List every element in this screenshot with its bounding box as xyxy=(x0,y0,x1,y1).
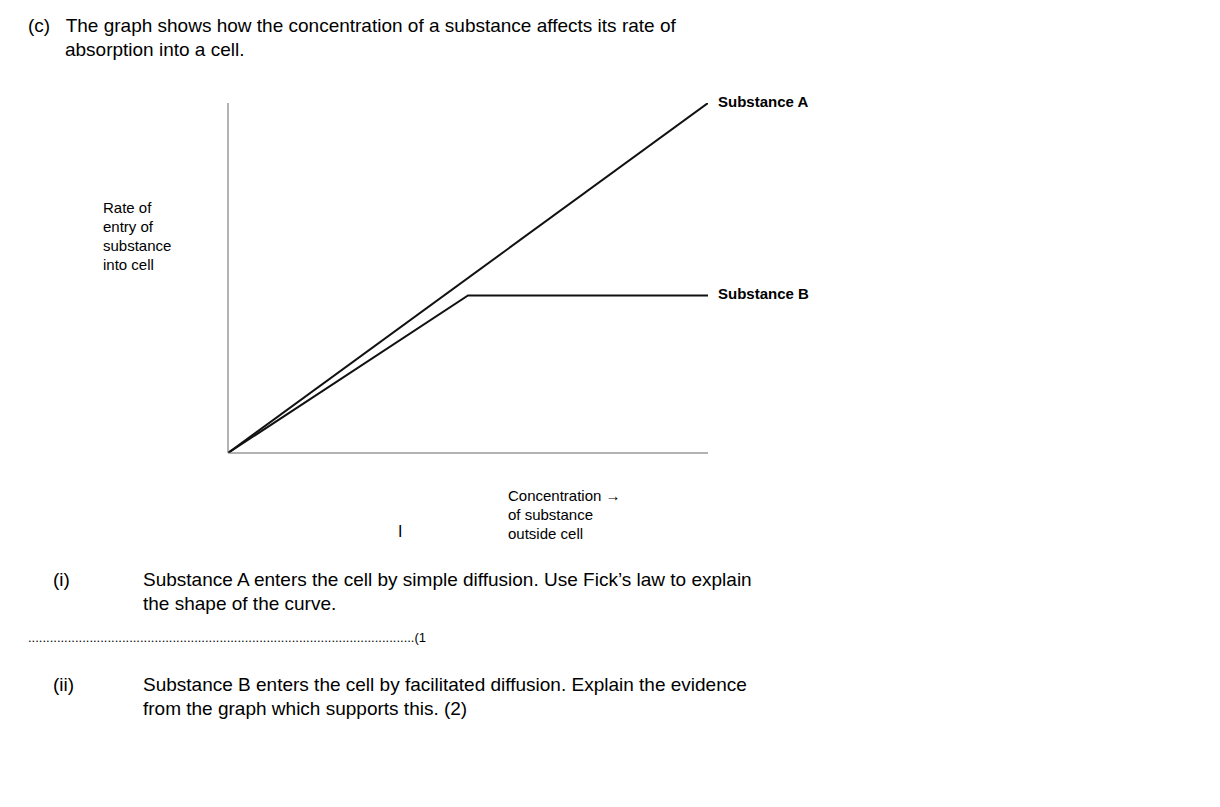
html-text:Rate of entry of substance int: Rate of entry of substance into cell xyxy=(103,199,172,273)
html-text:I: I xyxy=(398,523,403,540)
svg-text:Substance B: Substance B xyxy=(718,285,809,302)
html-text:(i): (i) xyxy=(53,569,70,590)
html-text:Concentration → of substance o: Concentration → of substance outside cel… xyxy=(508,487,621,542)
html-text:(c) The graph shows how the co: (c) The graph shows how the concentratio… xyxy=(28,15,676,60)
html-text:Substance B enters the cell by: Substance B enters the cell by facilitat… xyxy=(143,674,747,719)
html-text:..............................: ........................................… xyxy=(28,630,426,645)
html-text:Substance A enters the cell by: Substance A enters the cell by simple di… xyxy=(143,569,752,614)
svg-text:Substance A: Substance A xyxy=(718,93,808,110)
html-text:(ii): (ii) xyxy=(53,674,75,695)
